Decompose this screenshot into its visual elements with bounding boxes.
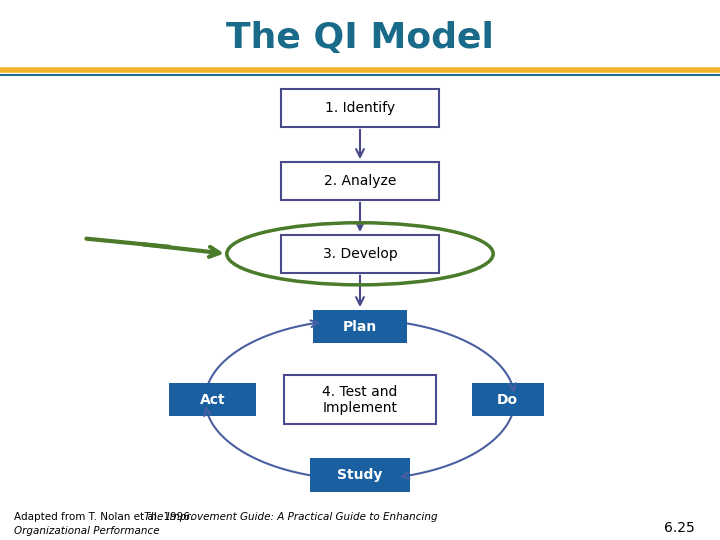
FancyBboxPatch shape [169, 383, 256, 416]
FancyBboxPatch shape [472, 383, 544, 416]
FancyBboxPatch shape [281, 235, 439, 273]
Text: Plan: Plan [343, 320, 377, 334]
FancyBboxPatch shape [313, 310, 407, 343]
FancyBboxPatch shape [281, 162, 439, 200]
FancyBboxPatch shape [284, 375, 436, 424]
Text: 4. Test and
Implement: 4. Test and Implement [323, 384, 397, 415]
Text: Organizational Performance: Organizational Performance [14, 526, 160, 536]
Text: Study: Study [337, 468, 383, 482]
Text: 6.25: 6.25 [664, 521, 695, 535]
Text: The Improvement Guide: A Practical Guide to Enhancing: The Improvement Guide: A Practical Guide… [144, 512, 438, 522]
Text: 1. Identify: 1. Identify [325, 101, 395, 115]
Text: 2. Analyze: 2. Analyze [324, 174, 396, 188]
Text: 3. Develop: 3. Develop [323, 247, 397, 261]
FancyBboxPatch shape [310, 458, 410, 492]
FancyBboxPatch shape [281, 89, 439, 127]
Text: Adapted from T. Nolan et al. 1996.: Adapted from T. Nolan et al. 1996. [14, 512, 197, 522]
Text: Do: Do [497, 393, 518, 407]
Text: Act: Act [199, 393, 225, 407]
Text: The QI Model: The QI Model [226, 21, 494, 55]
